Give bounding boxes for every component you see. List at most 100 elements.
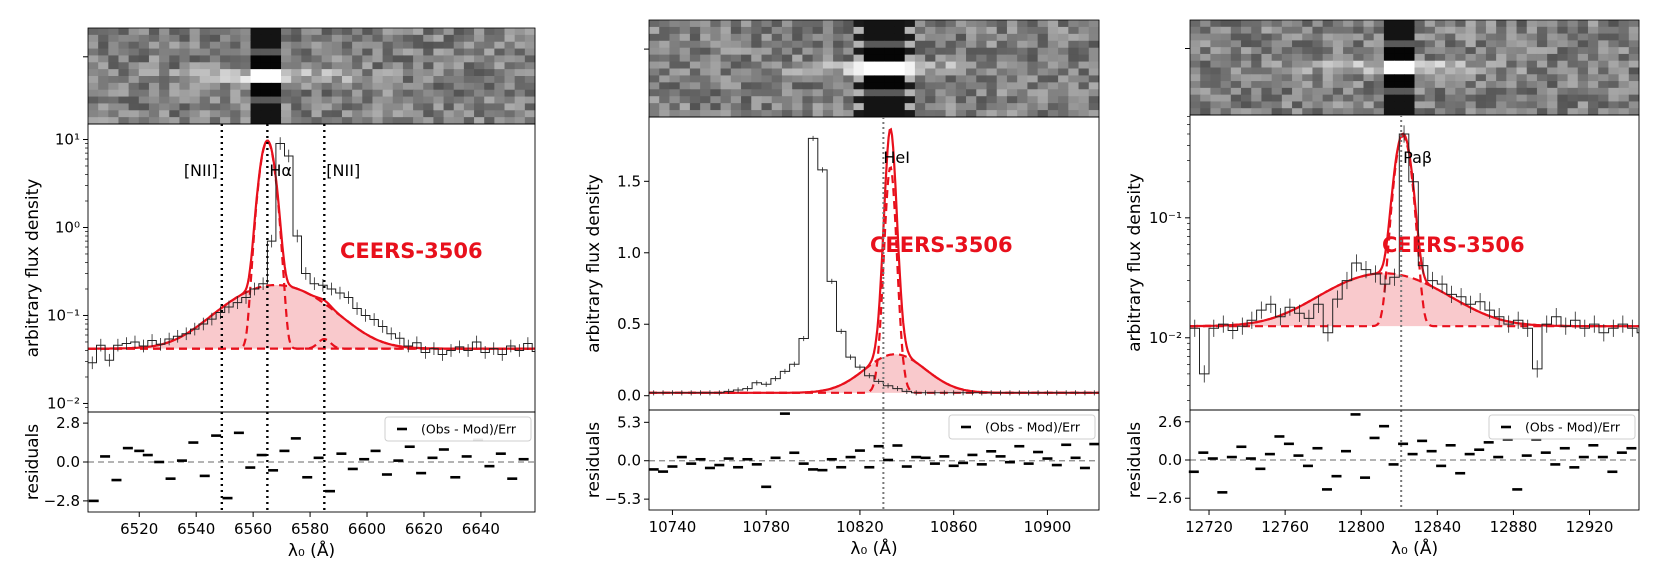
cutout-pixel <box>1251 108 1262 116</box>
cutout-pixel <box>443 96 455 104</box>
cutout-pixel <box>1251 87 1262 96</box>
cutout-pixel <box>514 62 526 70</box>
cutout-pixel <box>108 55 119 63</box>
cutout-pixel <box>874 110 885 118</box>
cutout-pixel <box>443 82 455 91</box>
cutout-pixel <box>220 76 231 84</box>
cutout-pixel <box>1332 60 1344 68</box>
residual-y-tick-label: −2.6 <box>1146 489 1182 507</box>
cutout-pixel <box>118 82 130 91</box>
cutout-pixel <box>761 89 773 97</box>
cutout-pixel <box>250 96 262 104</box>
cutout-pixel <box>1434 101 1446 109</box>
cutout-pixel <box>1200 81 1211 89</box>
cutout-pixel <box>169 69 180 77</box>
cutout-pixel <box>679 75 691 83</box>
cutout-pixel <box>382 69 394 77</box>
cutout-pixel <box>484 103 495 111</box>
cutout-pixel <box>1618 94 1630 102</box>
cutout-pixel <box>484 110 495 118</box>
cutout-pixel <box>1241 53 1252 62</box>
cutout-pixel <box>976 61 987 69</box>
cutout-pixel <box>230 48 241 56</box>
cutout-pixel <box>955 40 967 49</box>
cutout-pixel <box>524 82 536 91</box>
cutout-pixel <box>1271 67 1283 75</box>
cutout-pixel <box>669 47 681 56</box>
cutout-pixel <box>220 48 231 56</box>
cutout-pixel <box>741 96 752 104</box>
cutout-pixel <box>1598 33 1609 41</box>
cutout-pixel <box>138 34 150 43</box>
cutout-pixel <box>669 68 681 76</box>
y-tick-label: 1.0 <box>617 244 641 262</box>
cutout-pixel <box>209 117 221 125</box>
cutout-pixel <box>1445 94 1456 102</box>
cutout-pixel <box>1414 87 1426 96</box>
cutout-pixel <box>771 96 783 104</box>
cutout-pixel <box>108 76 119 84</box>
cutout-pixel <box>853 82 865 90</box>
cutout-pixel <box>1220 74 1232 82</box>
cutout-pixel <box>966 89 977 97</box>
cutout-pixel <box>863 68 875 76</box>
cutout-pixel <box>1496 67 1507 75</box>
cutout-pixel <box>189 48 201 56</box>
cutout-pixel <box>1261 87 1273 96</box>
cutout-pixel <box>700 20 711 28</box>
cutout-pixel <box>659 33 670 42</box>
cutout-pixel <box>833 103 844 111</box>
cutout-pixel <box>1465 60 1477 68</box>
cutout-pixel <box>209 41 221 50</box>
cutout-pixel <box>301 76 312 84</box>
cutout-pixel <box>494 89 506 98</box>
cutout-pixel <box>1434 94 1446 102</box>
cutout-pixel <box>159 82 170 91</box>
cutout-pixel <box>1058 75 1069 83</box>
cutout-pixel <box>710 75 722 83</box>
cutout-pixel <box>433 62 445 70</box>
residual-legend: (Obs - Mod)/Err <box>948 414 1096 440</box>
cutout-pixel <box>976 89 987 97</box>
cutout-pixel <box>945 33 957 42</box>
cutout-pixel <box>1017 40 1028 49</box>
cutout-pixel <box>474 82 485 91</box>
cutout-pixel <box>413 110 424 118</box>
cutout-pixel <box>781 96 793 104</box>
cutout-pixel <box>1088 82 1100 90</box>
cutout-pixel <box>1190 33 1201 41</box>
cutout-pixel <box>1414 33 1426 41</box>
cutout-pixel <box>392 117 404 125</box>
cutout-pixel <box>945 20 957 28</box>
cutout-pixel <box>189 103 201 111</box>
cutout-pixel <box>1251 67 1262 75</box>
cutout-pixel <box>1200 67 1211 75</box>
cutout-pixel <box>1241 47 1252 55</box>
cutout-pixel <box>700 82 711 90</box>
cutout-pixel <box>1363 60 1375 68</box>
cutout-pixel <box>843 68 855 76</box>
cutout-pixel <box>159 103 170 111</box>
cutout-pixel <box>1047 75 1059 83</box>
cutout-pixel <box>1506 33 1518 41</box>
cutout-pixel <box>1200 74 1211 82</box>
cutout-pixel <box>1383 60 1395 68</box>
cutout-pixel <box>220 62 231 70</box>
cutout-pixel <box>1261 53 1273 62</box>
cutout-pixel <box>1037 110 1049 118</box>
cutout-pixel <box>1547 81 1558 89</box>
cutout-pixel <box>1536 101 1548 109</box>
cutout-pixel <box>700 33 711 42</box>
cutout-pixel <box>1567 87 1579 96</box>
cutout-pixel <box>874 61 885 69</box>
cutout-pixel <box>781 40 793 49</box>
cutout-pixel <box>504 69 516 77</box>
cutout-pixel <box>169 41 180 50</box>
cutout-pixel <box>966 75 977 83</box>
cutout-pixel <box>1485 20 1497 28</box>
cutout-pixel <box>792 47 803 56</box>
cutout-pixel <box>331 76 343 84</box>
cutout-pixel <box>812 47 824 56</box>
cutout-pixel <box>281 89 292 98</box>
cutout-pixel <box>1302 47 1313 55</box>
